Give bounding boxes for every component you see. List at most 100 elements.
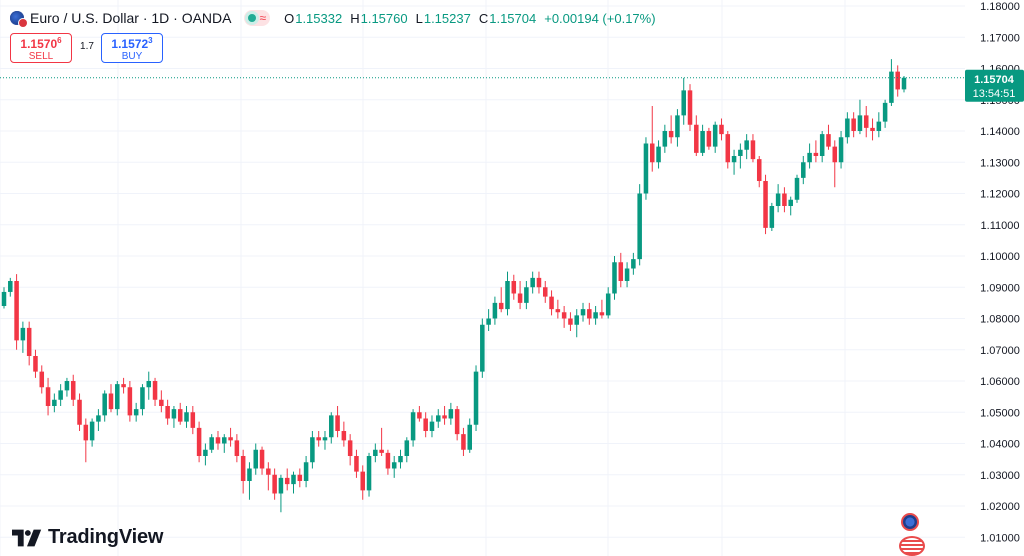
candle-body	[706, 131, 712, 147]
candle	[140, 384, 145, 416]
y-tick-label: 1.05000	[980, 407, 1020, 419]
y-tick-label: 1.02000	[980, 501, 1020, 513]
candle	[177, 402, 183, 425]
candle	[215, 431, 221, 450]
candle-body	[738, 149, 743, 156]
candle	[819, 131, 825, 163]
candle	[593, 306, 598, 325]
candle-body	[719, 124, 724, 135]
candle	[429, 415, 435, 438]
candle-body	[536, 277, 542, 288]
euro-flag-icon[interactable]	[10, 11, 27, 27]
economic-event-us-icon[interactable]	[899, 536, 925, 556]
candle-body	[832, 146, 838, 163]
candle-body	[801, 162, 806, 178]
candle	[436, 409, 441, 428]
candle-body	[618, 262, 624, 281]
candle	[524, 281, 529, 310]
candle	[379, 427, 384, 456]
candle-body	[39, 371, 45, 388]
candle-body	[96, 415, 101, 422]
candle	[448, 402, 454, 425]
sell-button[interactable]: 1.15706 SELL	[10, 33, 72, 63]
candle-body	[889, 71, 894, 103]
candle-body	[593, 312, 598, 319]
candle	[549, 290, 554, 316]
candle	[845, 112, 850, 144]
symbol-title[interactable]: Euro / U.S. Dollar · 1D · OANDA	[30, 10, 232, 26]
candle	[360, 465, 366, 500]
buy-button[interactable]: 1.15723 BUY	[101, 33, 163, 63]
y-tick-label: 1.11000	[981, 220, 1020, 232]
grid	[0, 0, 965, 556]
candle-body	[83, 424, 89, 441]
candle-body	[215, 437, 221, 444]
candle-body	[234, 440, 240, 456]
candle-body	[750, 140, 756, 160]
candle	[631, 252, 636, 275]
candle-body	[587, 309, 592, 319]
candle	[316, 431, 321, 447]
candle	[782, 187, 787, 213]
candle-body	[845, 118, 850, 138]
economic-event-eu-icon[interactable]	[901, 513, 919, 531]
last-price-tag-price: 1.15704	[974, 74, 1015, 86]
candle-body	[442, 415, 447, 419]
y-tick-label: 1.14000	[980, 126, 1020, 138]
candle	[83, 418, 89, 463]
candle	[272, 468, 277, 500]
candle	[694, 115, 699, 156]
candle	[391, 456, 397, 478]
candle	[473, 365, 479, 431]
ohlc-open-label: O	[284, 10, 295, 26]
candle-body	[700, 131, 705, 153]
candle-body	[813, 152, 819, 156]
candle	[851, 112, 856, 138]
candle-body	[624, 268, 630, 281]
candle	[341, 421, 347, 447]
candle-body	[694, 124, 699, 153]
candle	[203, 443, 208, 466]
tradingview-logo[interactable]: TradingView	[12, 526, 163, 549]
candle-body	[171, 409, 177, 419]
candle	[297, 468, 303, 488]
candle	[687, 84, 693, 131]
candle-body	[52, 399, 57, 406]
candle	[889, 59, 894, 106]
candle-body	[555, 309, 561, 313]
candle-body	[190, 412, 196, 428]
market-status-pill[interactable]: ≈	[243, 10, 271, 26]
y-tick-label: 1.09000	[980, 282, 1020, 294]
candle	[253, 443, 259, 475]
candle	[45, 377, 51, 416]
candle-body	[259, 449, 265, 469]
market-open-dot-icon	[247, 14, 256, 22]
candle-body	[58, 390, 63, 400]
candle-body	[480, 324, 485, 372]
candle-body	[391, 462, 397, 469]
candle	[788, 196, 793, 216]
candle-body	[297, 474, 303, 481]
candle	[209, 434, 214, 453]
candle	[14, 274, 19, 350]
candle-body	[146, 381, 152, 388]
candle-body	[675, 115, 680, 138]
candle-body	[127, 387, 133, 416]
candle-body	[769, 206, 775, 228]
candle-body	[549, 296, 554, 310]
candle	[89, 418, 95, 447]
candle	[26, 321, 32, 366]
candle	[624, 262, 630, 288]
candle-body	[492, 302, 498, 319]
candle	[115, 381, 120, 416]
candle-body	[631, 259, 636, 269]
candle-body	[272, 474, 277, 494]
last-price-tag-countdown: 13:54:51	[973, 88, 1016, 100]
candle-body	[788, 199, 793, 206]
candle	[901, 76, 907, 93]
candle	[165, 399, 170, 425]
candle-body	[184, 412, 189, 422]
candle	[649, 106, 655, 172]
